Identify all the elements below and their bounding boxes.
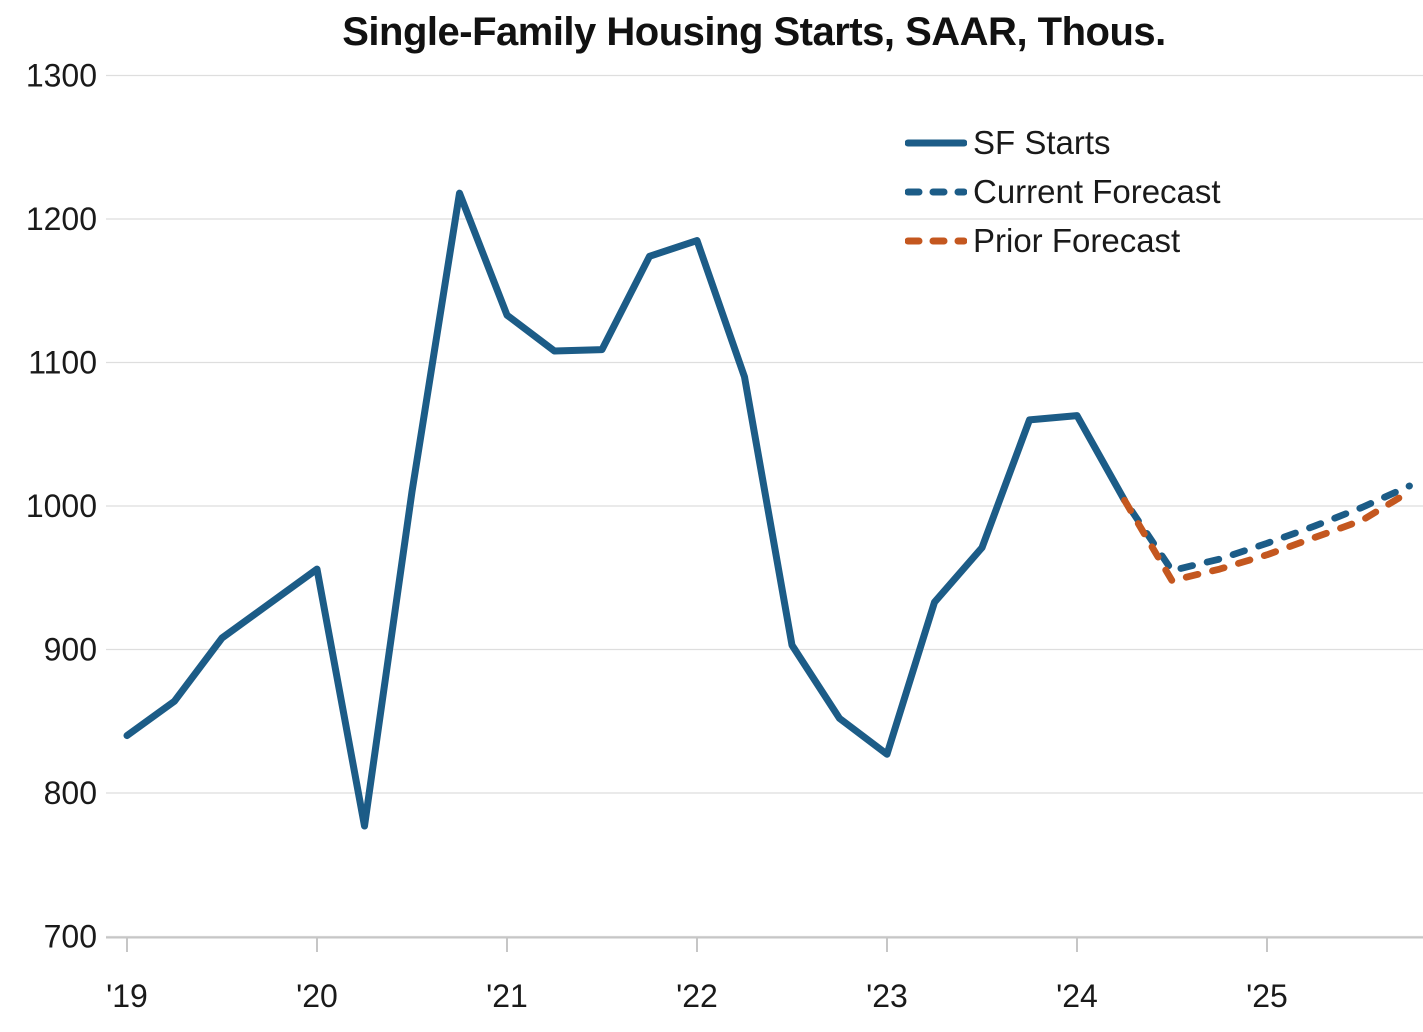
current-forecast-line bbox=[1121, 482, 1413, 574]
y-tick-label: 1300 bbox=[26, 58, 97, 94]
x-tick-label: '24 bbox=[1056, 978, 1098, 1014]
sf-starts-line bbox=[123, 189, 1128, 830]
prior-forecast-line bbox=[1121, 488, 1413, 585]
legend-label-prior-forecast: Prior Forecast bbox=[973, 221, 1181, 259]
legend-item-current-forecast: Current Forecast bbox=[905, 167, 1221, 216]
x-tick-label: '21 bbox=[486, 978, 528, 1014]
chart-title: Single-Family Housing Starts, SAAR, Thou… bbox=[342, 10, 1166, 54]
y-tick-label: 800 bbox=[44, 775, 97, 811]
x-tick-label: '22 bbox=[676, 978, 718, 1014]
y-tick-label: 1200 bbox=[26, 201, 97, 237]
legend-label-sf-starts: SF Starts bbox=[973, 123, 1111, 161]
legend-item-sf-starts: SF Starts bbox=[905, 118, 1221, 167]
x-tick-label: '23 bbox=[866, 978, 908, 1014]
legend-item-prior-forecast: Prior Forecast bbox=[905, 216, 1221, 265]
x-tick-label: '19 bbox=[106, 978, 148, 1014]
x-tick-label: '25 bbox=[1246, 978, 1288, 1014]
legend: SF Starts Current Forecast Prior Forecas… bbox=[905, 118, 1221, 265]
legend-label-current-forecast: Current Forecast bbox=[973, 172, 1221, 210]
x-tick-label: '20 bbox=[296, 978, 338, 1014]
prior-forecast-dash-marker bbox=[905, 237, 967, 244]
y-tick-label: 900 bbox=[44, 632, 97, 668]
y-tick-label: 700 bbox=[44, 919, 97, 955]
sf-starts-line-marker bbox=[905, 139, 967, 146]
current-forecast-dash-marker bbox=[905, 188, 967, 195]
y-tick-label: 1100 bbox=[28, 345, 97, 381]
y-tick-label: 1000 bbox=[26, 488, 97, 524]
